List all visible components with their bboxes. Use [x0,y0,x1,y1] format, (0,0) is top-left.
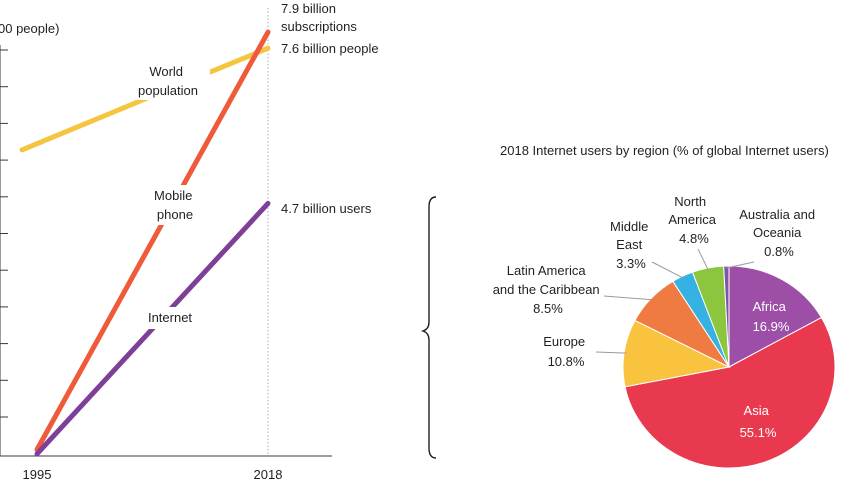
slice-label-latin-america-line-1: Latin America [507,263,587,278]
end-label-mobile-phone: 7.9 billion subscriptions [281,1,357,34]
series-label-world-population-line-2: population [138,83,198,98]
series-label-mobile-phone-line-2: phone [157,207,193,222]
pie-slice-asia [624,316,836,469]
end-label-world-population: 7.6 billion people [281,41,379,56]
slice-label-asia-pct: 55.1% [740,425,777,440]
pie-slice-africa [728,265,823,368]
series-label-world-population-line-1: World [149,64,183,79]
series-label-mobile-phone-line-1: Mobile [154,188,192,203]
internet-label-gap [140,307,202,329]
series-lines [19,29,271,457]
y-axis-ticks [0,49,8,418]
slice-label-oceania-pct: 0.8% [764,244,794,259]
slice-label-north-america: North America 4.8% [668,194,719,246]
slice-label-middle-east-line-1: Middle [610,219,648,234]
mobile-label-gap [136,185,214,225]
series-label-world-population: World population [138,64,198,98]
slice-label-asia-name: Asia [744,403,770,418]
slice-label-oceania-line-2: Oceania [753,225,802,240]
line-chart: 00 people) 1995 2018 World population Mo… [0,1,379,482]
slice-label-latin-america: Latin America and the Caribbean 8.5% [493,263,604,316]
leader-line-australia-and-oceania [726,261,755,269]
pie-title: 2018 Internet users by region (% of glob… [500,143,829,158]
slice-label-north-america-line-1: North [674,194,706,209]
slice-label-middle-east: Middle East 3.3% [610,219,652,271]
end-label-mobile-phone-line-2: subscriptions [281,19,357,34]
slice-label-africa-name: Africa [753,299,787,314]
slice-label-europe: Europe 10.8% [543,334,589,369]
slice-label-north-america-pct: 4.8% [679,231,709,246]
slice-label-oceania-line-1: Australia and [739,207,815,222]
x-tick-label-2018: 2018 [254,467,283,482]
grouping-brace [420,196,437,459]
slice-label-latin-america-pct: 8.5% [533,301,563,316]
leader-line-middle-east [651,261,684,279]
end-label-mobile-phone-line-1: 7.9 billion [281,1,336,16]
series-label-mobile-phone: Mobile phone [154,188,196,222]
leader-line-north-america [697,248,709,271]
slice-label-middle-east-pct: 3.3% [616,256,646,271]
slice-label-middle-east-line-2: East [616,237,642,252]
population-label-gap [128,62,210,100]
slice-label-asia: Asia 55.1% [740,403,777,440]
series-label-internet: Internet [148,310,192,325]
slice-label-africa: Africa 16.9% [753,299,790,334]
slice-label-latin-america-line-2: and the Caribbean [493,282,600,297]
pie-slices [622,265,836,469]
end-label-internet: 4.7 billion users [281,201,372,216]
y-axis-label: 00 people) [0,21,59,36]
slice-label-oceania: Australia and Oceania 0.8% [739,207,819,259]
pie-chart: 2018 Internet users by region (% of glob… [493,143,836,469]
leader-line-latin-america-and-the-caribbean [603,295,653,301]
x-tick-label-1995: 1995 [23,467,52,482]
series-line-mobile-phone [34,29,271,453]
slice-label-europe-pct: 10.8% [548,354,585,369]
leader-line-europe [595,351,627,354]
pie-slice-australia-and-oceania [723,265,730,368]
leader-lines [595,248,755,354]
slice-label-africa-pct: 16.9% [753,319,790,334]
slice-label-europe-name: Europe [543,334,585,349]
slice-label-north-america-line-2: America [668,212,716,227]
